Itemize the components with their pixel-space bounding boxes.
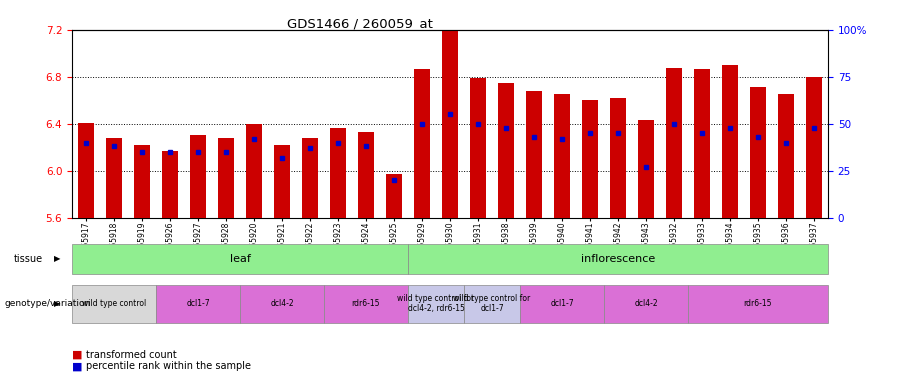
Bar [247,124,262,218]
Text: dcl4-2: dcl4-2 [634,299,658,308]
Bar [582,100,598,218]
Bar [442,31,458,217]
Bar [554,94,570,218]
Bar [414,69,429,218]
Bar [464,285,520,322]
Bar [526,91,542,218]
Bar [610,98,626,218]
Text: GDS1466 / 260059_at: GDS1466 / 260059_at [287,17,433,30]
Text: percentile rank within the sample: percentile rank within the sample [86,361,250,371]
Bar [219,138,234,218]
Bar [330,128,346,217]
Bar [386,174,401,217]
Bar [274,145,290,218]
Bar [638,120,653,218]
Text: dcl1-7: dcl1-7 [186,299,210,308]
Bar [604,285,688,322]
Text: rdr6-15: rdr6-15 [352,299,380,308]
Text: wild type control for
dcl1-7: wild type control for dcl1-7 [454,294,531,313]
Text: wild type control: wild type control [82,299,146,308]
Text: ■: ■ [72,350,83,360]
Text: genotype/variation: genotype/variation [4,299,91,308]
Bar [471,78,486,218]
Bar [751,87,766,218]
Bar [72,285,156,322]
Text: dcl4-2: dcl4-2 [270,299,293,308]
Bar [499,83,514,218]
Text: tissue: tissue [14,254,42,264]
Bar [520,285,604,322]
Bar [723,65,738,218]
Bar [694,69,710,218]
Text: leaf: leaf [230,254,250,264]
Text: rdr6-15: rdr6-15 [743,299,772,308]
Bar [302,138,318,218]
Bar [806,77,822,218]
Text: ▶: ▶ [54,254,60,263]
Text: dcl1-7: dcl1-7 [550,299,574,308]
Bar [106,138,122,218]
Bar [408,285,464,322]
Text: inflorescence: inflorescence [580,254,655,264]
Bar [156,285,240,322]
Text: transformed count: transformed count [86,350,176,360]
Text: ■: ■ [72,361,83,371]
Bar [358,132,374,218]
Bar [240,285,324,322]
Bar [324,285,408,322]
Text: wild type control for
dcl4-2, rdr6-15: wild type control for dcl4-2, rdr6-15 [398,294,474,313]
Text: ▶: ▶ [54,299,60,308]
Bar [688,285,828,322]
Bar [190,135,206,218]
Bar [162,151,177,217]
Bar [666,68,681,218]
Bar [408,244,828,274]
Bar [134,145,149,218]
Bar [72,244,408,274]
Bar [778,94,794,218]
Bar [78,123,94,218]
